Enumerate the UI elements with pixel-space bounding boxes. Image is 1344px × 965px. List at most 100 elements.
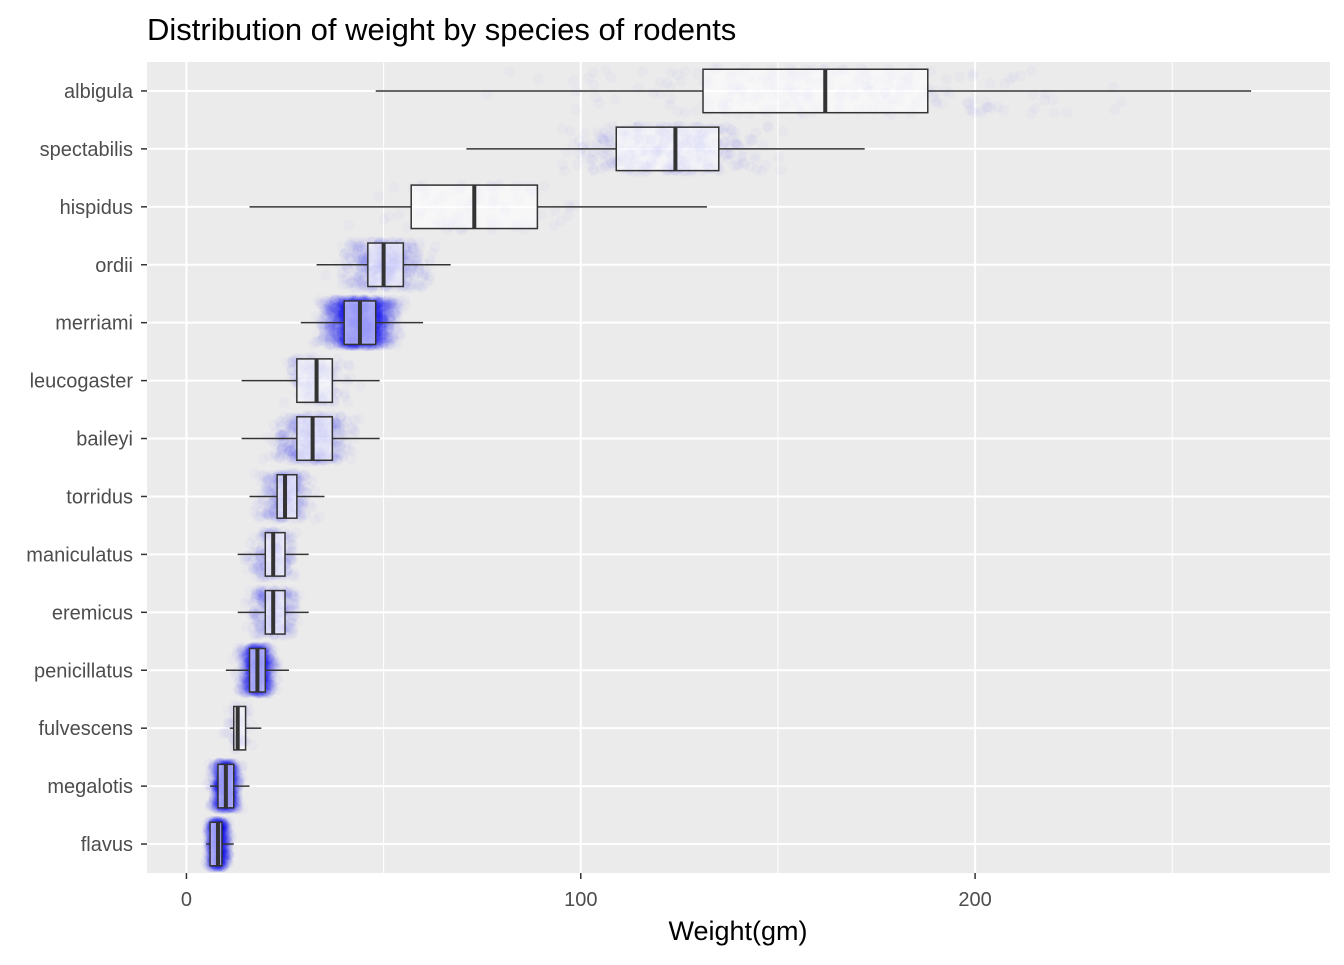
data-point [774,152,785,163]
data-point [572,159,583,170]
data-point [343,359,354,370]
data-point [967,71,978,82]
data-point [557,159,568,170]
chart-title: Distribution of weight by species of rod… [147,12,736,47]
data-point [775,164,786,175]
data-point [573,135,584,146]
data-point [344,252,355,263]
data-point [417,268,428,279]
data-point [353,413,364,424]
data-point [248,554,259,565]
data-point [384,211,395,222]
data-point [317,316,328,327]
data-point [548,220,559,231]
data-point [282,357,293,368]
data-point [504,66,515,77]
data-point [533,73,544,84]
data-point [393,328,404,339]
data-point [998,105,1009,116]
data-point [672,106,683,117]
data-point [1116,96,1127,107]
data-point [747,135,758,146]
data-point [1026,66,1037,77]
data-point [598,149,609,160]
data-point [391,340,402,351]
data-point [339,391,350,402]
data-point [354,276,365,287]
data-point [692,68,703,79]
data-point [388,182,399,193]
data-point [252,617,263,628]
data-point [343,220,354,231]
data-point [954,71,965,82]
data-point [337,241,348,252]
data-point [655,77,666,88]
data-point [329,300,340,311]
data-point [394,296,405,307]
data-point [557,124,568,135]
data-point [1062,107,1073,118]
data-point [264,451,275,462]
data-point [282,448,293,459]
data-point [719,137,730,148]
data-point [1030,103,1041,114]
data-point [332,353,343,364]
data-point [287,570,298,581]
data-point [294,589,305,600]
data-point [1005,73,1016,84]
data-point [944,88,955,99]
data-point [309,514,320,525]
data-point [648,87,659,98]
data-point [279,397,290,408]
data-point [335,440,346,451]
data-point [373,191,384,202]
data-point [583,73,594,84]
data-point [1039,95,1050,106]
plot-panel [147,62,1330,873]
data-point [601,65,612,76]
data-point [594,98,605,109]
data-point [282,415,293,426]
data-point [601,123,612,134]
data-point [588,165,599,176]
data-point [610,94,621,105]
data-point [969,94,980,105]
data-point [930,95,941,106]
data-point [739,159,750,170]
data-point [1049,107,1060,118]
data-point [1015,70,1026,81]
data-point [941,73,952,84]
data-point [676,76,687,87]
data-point [980,97,991,108]
data-point [762,121,773,132]
data-point [539,181,550,192]
data-point [723,154,734,165]
data-point [778,126,789,137]
data-point [320,331,331,342]
data-point [394,209,405,220]
data-point [568,75,579,86]
data-point [430,241,441,252]
data-point [341,279,352,290]
data-point [251,501,262,512]
data-point [605,135,616,146]
data-point [355,381,366,392]
data-point [249,468,260,479]
data-point [750,154,761,165]
data-point [263,432,274,443]
data-point [379,295,390,306]
data-point [408,258,419,269]
data-point [666,67,677,78]
data-point [342,377,353,388]
data-point [255,531,266,542]
data-point [563,200,574,211]
data-point [756,165,767,176]
data-point [353,242,364,253]
data-point [637,66,648,77]
data-point [570,104,581,115]
data-point [250,571,261,582]
data-point [412,280,423,291]
data-point [985,78,996,89]
